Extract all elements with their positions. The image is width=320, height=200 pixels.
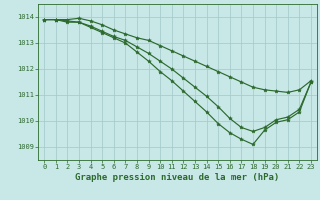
X-axis label: Graphe pression niveau de la mer (hPa): Graphe pression niveau de la mer (hPa) <box>76 173 280 182</box>
